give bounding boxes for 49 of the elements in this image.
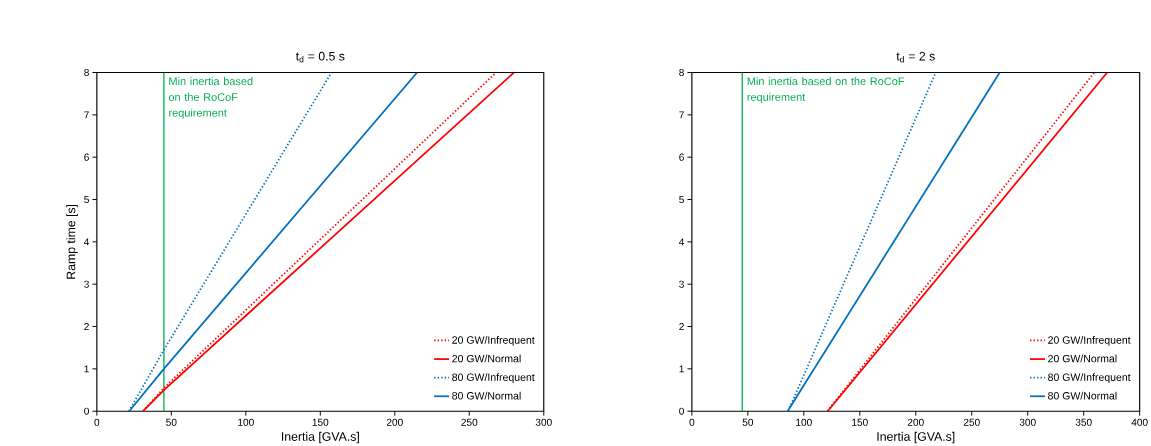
y-tick-label: 6 bbox=[84, 153, 89, 161]
x-tick-label: 300 bbox=[535, 418, 552, 426]
legend-label: 80 GW/Normal bbox=[1048, 391, 1117, 400]
y-tick-label: 8 bbox=[679, 68, 684, 76]
x-tick-label: 200 bbox=[907, 418, 924, 426]
y-tick-label: 1 bbox=[84, 365, 89, 373]
y-tick-label: 5 bbox=[84, 195, 89, 203]
y-tick-label: 7 bbox=[679, 111, 684, 119]
y-tick-label: 3 bbox=[679, 280, 684, 288]
y-tick-label: 2 bbox=[679, 322, 684, 330]
y-tick-label: 8 bbox=[84, 68, 89, 76]
x-tick-label: 350 bbox=[1075, 418, 1092, 426]
y-tick-label: 7 bbox=[84, 111, 89, 119]
legend-label: 20 GW/Infrequent bbox=[452, 335, 535, 346]
legend-label: 80 GW/Infrequent bbox=[452, 373, 535, 383]
x-tick-label: 250 bbox=[461, 418, 478, 426]
x-axis-title: Inertia [GVA.s] bbox=[877, 431, 955, 444]
x-tick-label: 150 bbox=[852, 418, 868, 426]
x-tick-label: 200 bbox=[386, 418, 403, 426]
ref-line-label: Min inertia based on the RoCoF requirement bbox=[168, 76, 253, 119]
x-tick-label: 100 bbox=[238, 418, 254, 426]
y-tick-label: 0 bbox=[679, 407, 684, 415]
y-tick-label: 4 bbox=[679, 238, 685, 246]
y-tick-label: 1 bbox=[679, 365, 684, 373]
x-tick-label: 0 bbox=[689, 418, 695, 426]
ref-line-label: Min inertia based on the RoCoF requirement bbox=[747, 76, 905, 103]
x-tick-label: 50 bbox=[166, 418, 177, 426]
x-axis-title: Inertia [GVA.s] bbox=[282, 431, 359, 444]
x-tick-label: 0 bbox=[94, 418, 100, 426]
x-tick-label: 150 bbox=[312, 418, 329, 426]
x-tick-label: 100 bbox=[796, 418, 812, 426]
x-tick-label: 50 bbox=[742, 418, 754, 426]
x-tick-label: 250 bbox=[963, 418, 980, 426]
y-tick-label: 0 bbox=[84, 407, 89, 415]
x-tick-label: 400 bbox=[1131, 418, 1148, 426]
legend-label: 20 GW/Normal bbox=[452, 354, 521, 363]
y-axis-title: Ramp time [s] bbox=[66, 204, 78, 279]
legend-label: 20 GW/Infrequent bbox=[1048, 335, 1131, 346]
y-tick-label: 4 bbox=[83, 238, 90, 246]
x-tick-label: 300 bbox=[1019, 418, 1036, 426]
legend-label: 80 GW/Normal bbox=[452, 391, 521, 400]
y-tick-label: 5 bbox=[679, 195, 684, 203]
legend-label: 20 GW/Normal bbox=[1048, 354, 1117, 363]
chart-title: t$_{d}$ = 0.5 s bbox=[295, 51, 345, 63]
y-tick-label: 3 bbox=[84, 280, 89, 288]
chart-title: t$_{d}$ = 2 s bbox=[896, 51, 935, 63]
y-tick-label: 2 bbox=[84, 322, 89, 330]
y-tick-label: 6 bbox=[679, 153, 684, 161]
legend-label: 80 GW/Infrequent bbox=[1048, 373, 1131, 383]
